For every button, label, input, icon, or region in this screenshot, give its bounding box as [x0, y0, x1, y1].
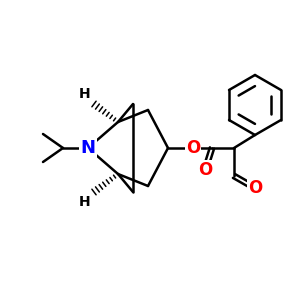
Text: H: H: [79, 87, 91, 101]
Text: O: O: [248, 179, 262, 197]
Text: H: H: [79, 195, 91, 209]
Text: O: O: [198, 161, 212, 179]
Text: N: N: [80, 139, 95, 157]
Text: O: O: [186, 139, 200, 157]
